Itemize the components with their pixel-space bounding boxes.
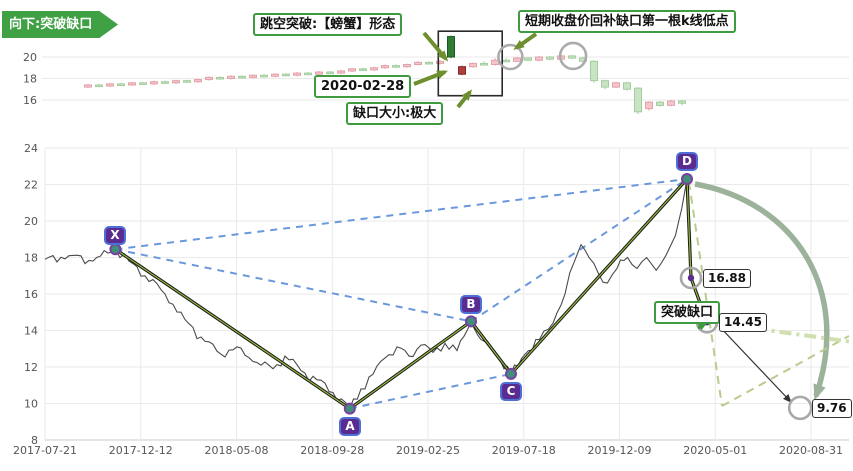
svg-text:20: 20	[24, 215, 38, 228]
gap-fill-annotation: 短期收盘价回补缺口第一根k线低点	[518, 10, 736, 33]
pattern-vertex-dot	[109, 243, 122, 256]
pattern-vertex-dot	[505, 367, 517, 380]
svg-text:2020-08-31: 2020-08-31	[779, 444, 843, 457]
pattern-dashed-line	[115, 248, 472, 323]
projection-curve	[694, 181, 830, 401]
annotation-arrow	[422, 31, 449, 62]
point-label-x[interactable]: X	[104, 226, 126, 245]
target-dot	[687, 274, 695, 282]
point-label-c[interactable]: C	[500, 382, 522, 401]
target-circle	[787, 395, 813, 421]
svg-text:20: 20	[23, 51, 37, 64]
breakout-gap-label: 突破缺口	[654, 301, 721, 324]
pattern-vertex-dot	[465, 315, 477, 328]
pattern-dashed-line	[470, 178, 688, 323]
top-grid: 16 18 20	[23, 51, 849, 107]
projection-dashed-up	[721, 335, 850, 407]
point-label-d[interactable]: D	[676, 152, 698, 171]
price-line	[44, 178, 708, 410]
gap-fill-circle	[558, 41, 588, 71]
target-circle	[679, 266, 703, 290]
svg-text:18: 18	[24, 252, 38, 265]
pattern-dashed-line	[115, 178, 688, 251]
svg-text:2017-12-12: 2017-12-12	[109, 444, 173, 457]
svg-text:2018-05-08: 2018-05-08	[205, 444, 269, 457]
point-label-b[interactable]: B	[460, 295, 482, 314]
pattern-leg-inner	[115, 248, 351, 410]
gap-size-annotation: 缺口大小:极大	[346, 102, 444, 125]
svg-text:22: 22	[24, 179, 38, 192]
svg-text:2017-07-21: 2017-07-21	[13, 444, 77, 457]
svg-text:2018-09-28: 2018-09-28	[300, 444, 364, 457]
svg-text:10: 10	[24, 398, 38, 411]
svg-text:2019-07-18: 2019-07-18	[492, 444, 556, 457]
pattern-leg-inner	[510, 178, 688, 375]
svg-text:16: 16	[24, 288, 38, 301]
svg-text:24: 24	[24, 142, 38, 155]
svg-text:8: 8	[31, 434, 38, 447]
projection-dashed-down	[688, 181, 723, 407]
pattern-leg-inner	[470, 321, 512, 375]
projection-arrow-line	[718, 325, 792, 403]
price-tag-16-88: 16.88	[703, 269, 751, 288]
svg-text:2019-12-09: 2019-12-09	[588, 444, 652, 457]
price-tag-9-76: 9.76	[812, 399, 852, 418]
pattern-leg-inner	[686, 179, 692, 278]
bottom-grid: 8 10 12 14 16 18 20 22 24 2017-07-21 2017-12-12 201…	[13, 142, 849, 457]
candlestick-chart[interactable]: 16 18 20	[0, 0, 853, 140]
gap-fill-circle	[497, 43, 524, 71]
pattern-annotation: 跳空突破:【螃蟹】形态	[253, 13, 403, 36]
svg-text:2020-05-01: 2020-05-01	[683, 444, 747, 457]
svg-text:18: 18	[23, 73, 37, 86]
annotation-arrow	[513, 32, 538, 50]
annotation-arrow	[413, 70, 449, 86]
harmonic-pattern-chart[interactable]: 8 10 12 14 16 18 20 22 24 2017-07-21 2017-12-12 201…	[0, 140, 853, 471]
pattern-dashed-line	[349, 372, 512, 410]
date-annotation: 2020-02-28	[314, 75, 412, 98]
breakout-pointer	[697, 322, 708, 331]
pattern-vertex-dot	[343, 402, 356, 415]
gap-level-line	[729, 323, 853, 344]
gap-direction-banner: 向下:突破缺口	[2, 11, 118, 38]
pattern-leg-inner	[349, 320, 472, 410]
svg-text:12: 12	[24, 361, 38, 374]
svg-text:2019-02-25: 2019-02-25	[396, 444, 460, 457]
pattern-vertex-dot	[681, 173, 693, 186]
svg-text:14: 14	[24, 325, 38, 338]
svg-text:16: 16	[23, 94, 37, 107]
price-tag-14-45: 14.45	[719, 313, 767, 332]
annotation-arrow	[456, 89, 473, 109]
point-label-a[interactable]: A	[339, 417, 361, 436]
